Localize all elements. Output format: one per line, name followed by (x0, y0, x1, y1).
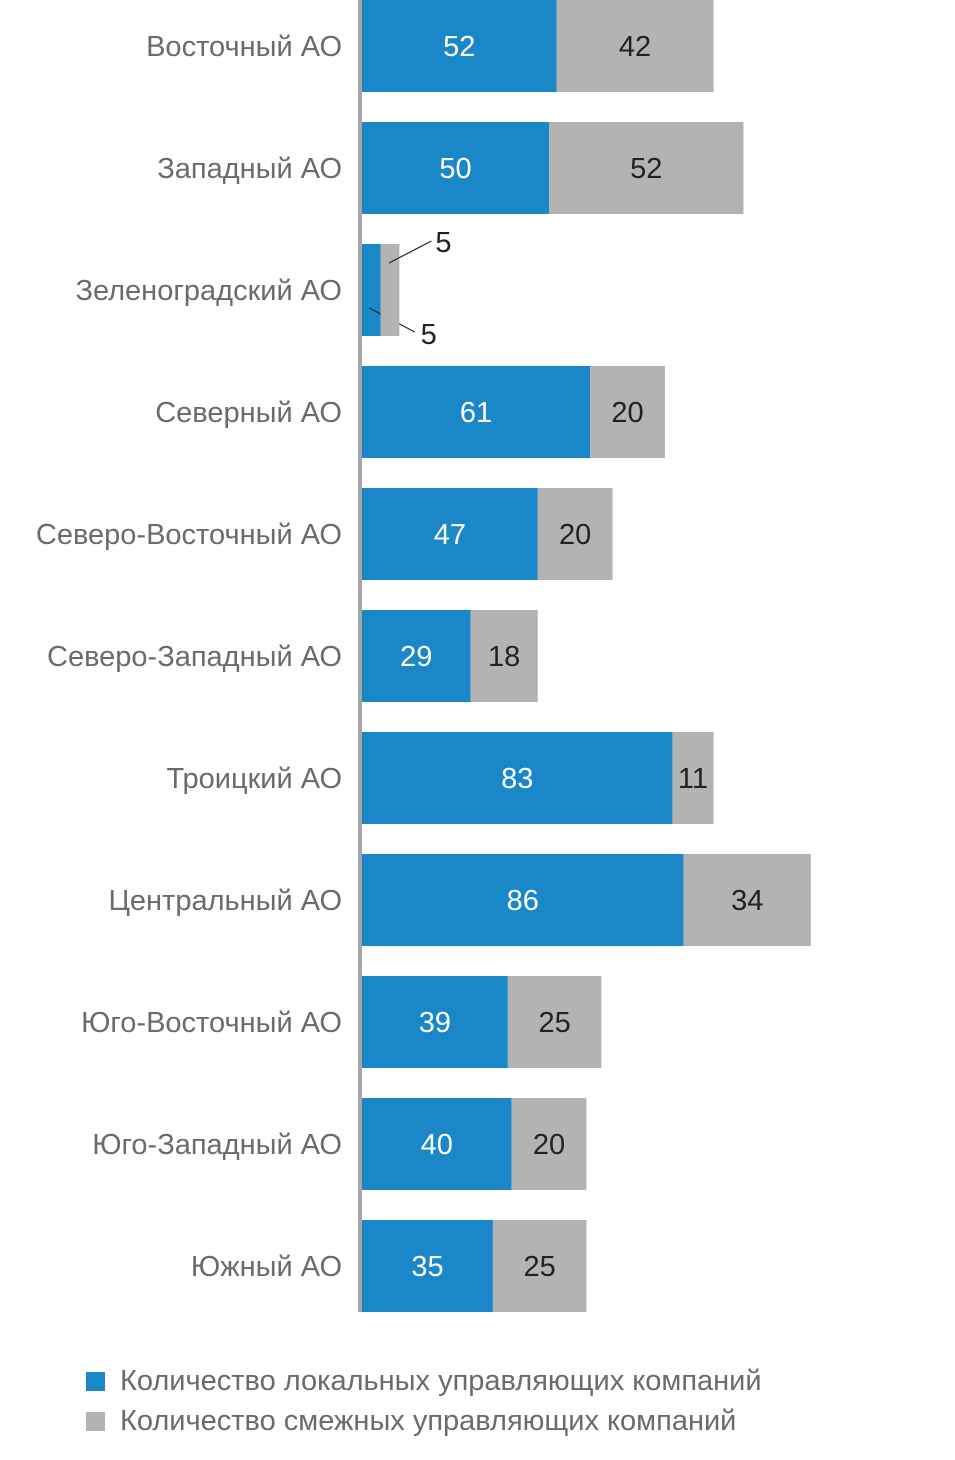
bar-segment (362, 1220, 493, 1312)
bar-segment (683, 854, 811, 946)
category-label: Западный АО (157, 153, 342, 185)
bar-segment (362, 122, 549, 214)
data-label: 35 (411, 1251, 443, 1283)
data-label: 29 (400, 641, 432, 673)
data-label: 39 (419, 1007, 451, 1039)
data-label: 25 (538, 1007, 570, 1039)
bar-segment (556, 0, 714, 92)
legend-item-adjacent: Количество смежных управляющих компаний (86, 1405, 736, 1438)
data-label: 61 (460, 397, 492, 429)
bar-segment (362, 1098, 512, 1190)
data-label: 25 (524, 1251, 556, 1283)
bar-segment (672, 732, 714, 824)
category-label: Зеленоградский АО (75, 275, 342, 307)
bar-segment (380, 244, 400, 336)
data-label: 52 (630, 153, 662, 185)
data-label: 20 (559, 519, 591, 551)
data-label: 52 (443, 31, 475, 63)
data-label: 34 (731, 885, 763, 917)
legend-swatch-adjacent (86, 1412, 105, 1431)
bar-segment (362, 732, 673, 824)
data-label: 20 (611, 397, 643, 429)
bar-segment (507, 976, 602, 1068)
bar-segment (511, 1098, 587, 1190)
category-label: Северо-Западный АО (47, 641, 342, 673)
category-label: Северный АО (155, 397, 342, 429)
category-label: Юго-Западный АО (92, 1129, 342, 1161)
data-label: 40 (421, 1129, 453, 1161)
bar-segment (362, 0, 557, 92)
data-label: 50 (439, 153, 471, 185)
legend-label-local: Количество локальных управляющих компани… (120, 1365, 762, 1397)
bar-segment (362, 488, 538, 580)
category-label: Южный АО (191, 1251, 342, 1283)
bar-segment (362, 366, 591, 458)
bar-segment (470, 610, 538, 702)
bar-segment (492, 1220, 587, 1312)
category-label: Центральный АО (108, 885, 342, 917)
category-label: Восточный АО (146, 31, 342, 63)
legend-label-adjacent: Количество смежных управляющих компаний (120, 1405, 737, 1437)
bar-segment (537, 488, 613, 580)
category-label: Троицкий АО (166, 763, 342, 795)
bar-segment (590, 366, 665, 458)
data-label: 18 (488, 641, 520, 673)
data-label: 86 (507, 885, 539, 917)
bar-segment (362, 854, 684, 946)
data-label: 83 (501, 763, 533, 795)
legend-swatch-local (86, 1372, 105, 1391)
bar-segment (362, 244, 381, 336)
bar-segment (362, 976, 508, 1068)
data-label: 11 (678, 763, 708, 795)
data-label: 5 (435, 227, 451, 259)
data-label: 5 (421, 319, 437, 351)
data-label: 47 (434, 519, 466, 551)
y-axis-line (358, 0, 362, 1312)
data-label: 20 (533, 1129, 565, 1161)
bar-segment (362, 610, 471, 702)
leader-line (388, 240, 432, 264)
category-label: Северо-Восточный АО (36, 519, 342, 551)
category-label: Юго-Восточный АО (81, 1007, 342, 1039)
bar-segment (549, 122, 744, 214)
data-label: 42 (619, 31, 651, 63)
legend-item-local: Количество локальных управляющих компани… (86, 1365, 762, 1398)
